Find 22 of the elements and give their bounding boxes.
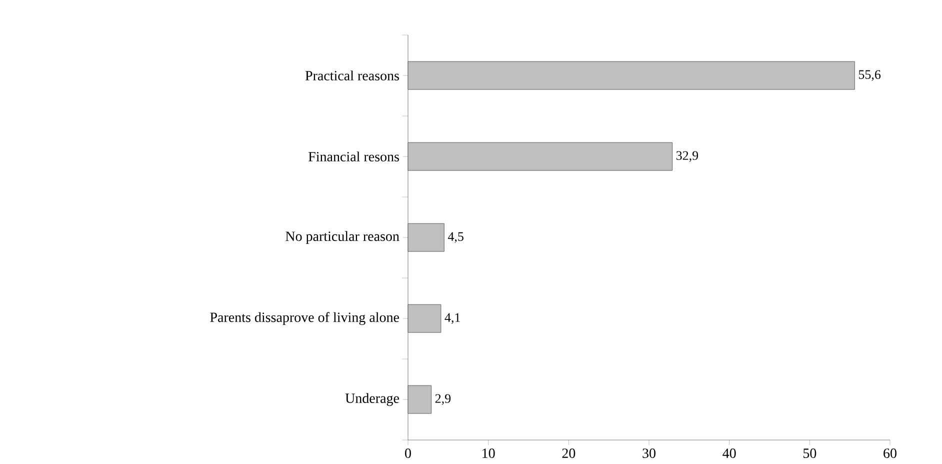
data-label: 2,9 — [435, 394, 451, 405]
x-tick-label: 30 — [642, 448, 656, 458]
x-tick-label: 40 — [722, 448, 736, 458]
x-tick-label: 10 — [482, 448, 495, 458]
data-label: 55,6 — [858, 70, 881, 81]
data-label: 32,9 — [676, 151, 698, 162]
y-tick-label: Underage — [345, 393, 399, 406]
x-tick-label: 20 — [562, 448, 576, 458]
x-tick-label: 0 — [405, 448, 411, 458]
y-tick-label: Financial resons — [308, 152, 399, 162]
y-tick-label: Practical reasons — [305, 70, 399, 80]
bar — [408, 61, 855, 90]
data-label: 4,5 — [448, 232, 464, 243]
bar — [408, 385, 432, 414]
x-tick-label: 50 — [803, 448, 816, 458]
y-tick-label: Parents dissaprove of living alone — [210, 312, 399, 325]
bar — [408, 142, 672, 171]
x-tick-label: 60 — [884, 448, 896, 458]
data-label: 4,1 — [444, 313, 460, 324]
y-tick-label: No particular reason — [286, 231, 400, 244]
bar — [408, 223, 444, 252]
bar — [408, 304, 442, 333]
